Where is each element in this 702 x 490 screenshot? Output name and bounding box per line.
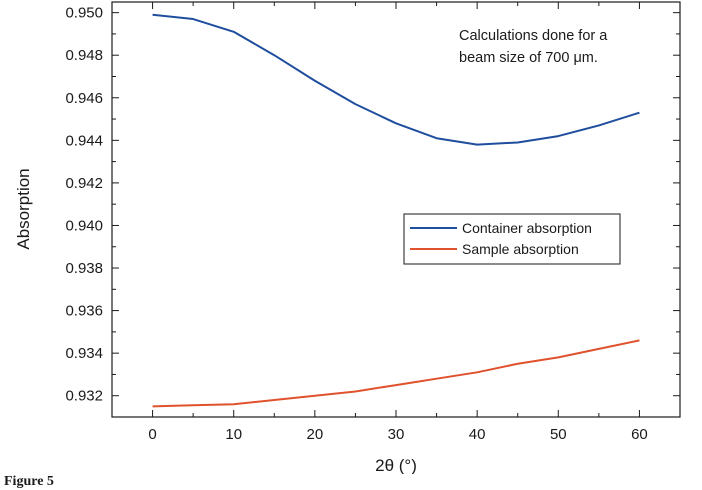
y-tick-label: 0.936 [65,303,103,320]
x-tick-label: 40 [469,426,486,443]
y-tick-label: 0.946 [65,90,103,107]
legend-box [403,213,621,265]
x-tick-label: 10 [225,426,242,443]
x-tick-label: 20 [307,426,324,443]
annotation-line-1: Calculations done for a [459,28,608,44]
y-tick-label: 0.940 [65,217,103,234]
legend: Container absorption Sample absorption [403,213,621,265]
figure-label: Figure 5 [4,474,54,489]
y-axis-label: Absorption [14,168,33,249]
y-tick-label: 0.944 [65,132,103,149]
annotation: Calculations done for a beam size of 700… [459,28,608,66]
y-tick-label: 0.934 [65,345,103,362]
container-absorption-line [152,13,640,146]
plot-frame [111,1,681,418]
x-tick-label: 30 [388,426,405,443]
y-tick-label: 0.938 [65,260,103,277]
x-tick-label: 50 [550,426,567,443]
x-tick-label: 0 [148,426,156,443]
y-tick-label: 0.942 [65,175,103,192]
x-axis-label: 2θ (°) [375,456,417,474]
legend-label-container: Container absorption [462,220,592,236]
x-tick-label: 60 [631,426,648,443]
legend-label-sample: Sample absorption [462,241,579,257]
sample-absorption-line [152,339,640,408]
y-tick-label: 0.950 [65,5,103,22]
annotation-line-2: beam size of 700 μm. [459,50,598,66]
absorption-chart: 0 10 20 30 40 50 60 0.932 0.934 0.936 0.938 0.940 0.… [14,1,681,474]
y-tick-label: 0.948 [65,47,103,64]
y-tick-label: 0.932 [65,388,103,405]
